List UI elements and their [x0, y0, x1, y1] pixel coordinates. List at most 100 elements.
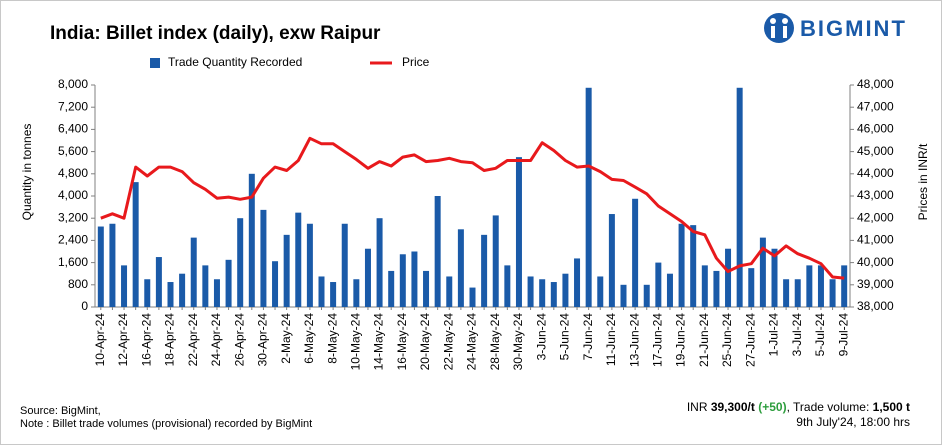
x-tick-label: 8-May-24: [325, 313, 339, 364]
bar: [237, 218, 244, 307]
x-tick-label: 13-Jun-24: [627, 313, 641, 367]
bar: [713, 270, 720, 307]
y-tick-label: 800: [68, 277, 88, 291]
x-tick-label: 7-Jun-24: [581, 313, 595, 361]
bar: [574, 258, 581, 307]
y2-tick-label: 38,000: [857, 299, 894, 313]
x-tick-label: 22-May-24: [441, 313, 455, 371]
y-tick-label: 0: [81, 299, 88, 313]
x-tick-label: 24-May-24: [465, 313, 479, 371]
y-tick-label: 4,800: [58, 166, 88, 180]
x-tick-label: 14-May-24: [372, 313, 386, 371]
bar: [666, 273, 673, 307]
y-tick-label: 4,000: [58, 188, 88, 202]
y2-tick-label: 44,000: [857, 166, 894, 180]
y-tick-label: 6,400: [58, 122, 88, 136]
bar: [771, 248, 778, 307]
x-tick-label: 3-Jul-24: [790, 313, 804, 357]
bar: [539, 279, 546, 307]
y2-tick-label: 43,000: [857, 188, 894, 202]
y-axis-title: Quantity in tonnes: [20, 124, 34, 221]
x-tick-label: 10-May-24: [349, 313, 363, 371]
logo-icon-dot: [782, 18, 788, 24]
x-tick-label: 3-Jun-24: [534, 313, 548, 361]
bar: [283, 234, 290, 307]
x-tick-label: 5-Jun-24: [558, 313, 572, 361]
bar: [527, 276, 534, 307]
y2-tick-label: 40,000: [857, 255, 894, 269]
bar: [248, 173, 255, 307]
x-tick-label: 12-Apr-24: [116, 313, 130, 367]
x-tick-label: 6-May-24: [302, 313, 316, 364]
bar: [388, 270, 395, 307]
bar: [550, 282, 557, 307]
bar: [748, 268, 755, 307]
x-tick-label: 10-Apr-24: [93, 313, 107, 367]
x-tick-label: 16-May-24: [395, 313, 409, 371]
bar: [562, 273, 569, 307]
bar: [515, 157, 522, 307]
y-tick-label: 5,600: [58, 144, 88, 158]
bar: [306, 223, 313, 307]
summary: INR 39,300/t (+50), Trade volume: 1,500 …: [687, 400, 910, 414]
bar: [97, 226, 104, 307]
x-tick-label: 18-Apr-24: [163, 313, 177, 367]
bar: [202, 265, 209, 307]
y2-tick-label: 48,000: [857, 77, 894, 91]
x-tick-label: 30-May-24: [511, 313, 525, 371]
bar: [272, 261, 279, 307]
logo-icon: [764, 13, 794, 43]
chart-title: India: Billet index (daily), exw Raipur: [50, 23, 381, 44]
bar: [829, 279, 836, 307]
summary-currency: INR: [687, 400, 708, 414]
y-tick-label: 1,600: [58, 255, 88, 269]
price-line: [100, 136, 845, 280]
y-tick-label: 7,200: [58, 99, 88, 113]
bar: [260, 209, 267, 307]
bar: [411, 251, 418, 307]
summary-price: 39,300/t: [711, 400, 755, 414]
bar: [620, 284, 627, 307]
bar: [794, 279, 801, 307]
bar: [736, 87, 743, 308]
bar: [469, 287, 476, 307]
x-tick-label: 22-Apr-24: [186, 313, 200, 367]
bar: [376, 218, 383, 307]
bar: [597, 276, 604, 307]
bar: [841, 265, 848, 307]
x-tick-label: 17-Jun-24: [651, 313, 665, 367]
x-tick-label: 2-May-24: [279, 313, 293, 364]
bar: [213, 279, 220, 307]
bar: [330, 282, 337, 307]
logo-icon-dot: [770, 18, 776, 24]
bar: [783, 279, 790, 307]
bar: [492, 215, 499, 307]
bar: [167, 282, 174, 307]
y-tick-label: 2,400: [58, 233, 88, 247]
bar: [817, 265, 824, 307]
legend-label: Trade Quantity Recorded: [168, 55, 302, 69]
y-tick-label: 8,000: [58, 77, 88, 91]
bar: [585, 87, 592, 308]
x-tick-label: 24-Apr-24: [209, 313, 223, 367]
bar: [632, 198, 639, 307]
bar: [701, 265, 708, 307]
bar: [144, 279, 151, 307]
summary-timestamp: 9th July'24, 18:00 hrs: [796, 415, 910, 429]
logo-icon-bar: [783, 26, 787, 38]
source: Source: BigMint,: [20, 405, 101, 417]
x-tick-label: 30-Apr-24: [256, 313, 270, 367]
x-tick-label: 28-May-24: [488, 313, 502, 371]
bar: [341, 223, 348, 307]
y2-tick-label: 46,000: [857, 122, 894, 136]
bar: [504, 265, 511, 307]
bar: [155, 257, 162, 307]
y2-tick-label: 42,000: [857, 210, 894, 224]
bar: [678, 223, 685, 307]
y-tick-label: 3,200: [58, 210, 88, 224]
bar: [423, 270, 430, 307]
bar: [434, 196, 441, 307]
x-tick-label: 5-Jul-24: [813, 313, 827, 357]
